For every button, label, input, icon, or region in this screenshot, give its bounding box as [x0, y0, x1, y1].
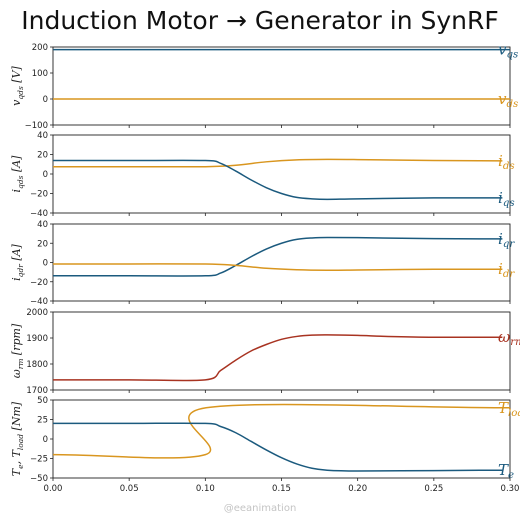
- plot-area: [52, 46, 511, 126]
- series-line-t-load: [53, 403, 510, 459]
- y-tick-label: 0: [43, 170, 48, 180]
- series-label-v-qs: vqs: [498, 41, 518, 61]
- y-tick-label: −40: [30, 297, 48, 307]
- x-tick-label: 0.00: [44, 484, 63, 494]
- y-tick-label: 50: [37, 396, 48, 406]
- y-axis-label: Te, Tload [Nm]: [10, 401, 25, 476]
- y-axis-label: vqds [V]: [10, 65, 25, 105]
- y-tick-label: 1900: [26, 334, 48, 344]
- y-tick-label: 1800: [26, 360, 48, 370]
- watermark: @eeanimation: [223, 503, 297, 514]
- series-line-i-qr: [53, 236, 503, 277]
- series-label-t-e: Te: [498, 461, 514, 481]
- y-tick-label: 20: [37, 239, 48, 249]
- x-tick-label: 0.10: [196, 484, 215, 494]
- y-tick-label: 100: [32, 69, 48, 79]
- chart-panel-1: 200 100 0 −100 vqds [V] vqs vds: [10, 41, 518, 131]
- x-tick-label: 0.20: [348, 484, 367, 494]
- series-line-t-e: [53, 422, 503, 472]
- y-axis-label: iqdr [A]: [10, 243, 25, 280]
- series-line-i-dr: [53, 263, 503, 271]
- y-tick-label: 200: [32, 43, 48, 53]
- y-tick-label: −20: [30, 190, 48, 200]
- y-tick-label: 2000: [26, 308, 48, 318]
- series-line--rm: [53, 334, 503, 382]
- y-tick-label: −100: [25, 121, 48, 131]
- x-tick-label: 0.05: [120, 484, 139, 494]
- x-tick-label: 0.25: [424, 484, 443, 494]
- y-tick-label: −20: [30, 278, 48, 288]
- y-tick-label: 25: [37, 416, 48, 426]
- y-tick-label: −40: [30, 209, 48, 219]
- series-label--rm: ωrm: [498, 328, 520, 348]
- series-label-i-dr: idr: [498, 260, 515, 280]
- y-tick-label: 40: [37, 220, 48, 230]
- plot-area: [52, 399, 511, 479]
- plot-area: [52, 134, 511, 214]
- x-tick-label: 0.15: [272, 484, 291, 494]
- series-line-i-qs: [53, 159, 503, 201]
- y-tick-label: 1700: [26, 386, 48, 396]
- series-label-i-qs: iqs: [498, 189, 515, 209]
- y-tick-label: −25: [30, 455, 48, 465]
- chart-panel-2: 40 20 0 −20 −40 iqds [A] ids iqs: [10, 131, 515, 219]
- y-axis-label: iqds [A]: [10, 155, 25, 193]
- series-label-i-qr: iqr: [498, 230, 515, 250]
- page-title: Induction Motor → Generator in SynRF: [21, 6, 499, 35]
- y-tick-label: 0: [43, 435, 48, 445]
- plot-area: [52, 223, 511, 302]
- plot-area: [52, 311, 511, 391]
- series-label-v-ds: vds: [498, 90, 518, 110]
- y-tick-label: −50: [30, 474, 48, 484]
- series-label-i-ds: ids: [498, 152, 515, 172]
- y-tick-label: 40: [37, 131, 48, 141]
- y-tick-label: 0: [43, 259, 48, 269]
- chart-panel-5: 50 25 0 −25 −500.00 0.05 0.10 0.15 0.20 0.25 0.30 T…: [10, 396, 520, 494]
- x-tick-label: 0.30: [501, 484, 520, 494]
- chart-panel-3: 40 20 0 −20 −40 iqdr [A] iqr idr: [10, 220, 515, 307]
- series-label-t-load: Tload: [498, 399, 520, 419]
- y-axis-label: ωrm [rpm]: [10, 323, 25, 378]
- y-tick-label: 0: [43, 95, 48, 105]
- series-line-i-ds: [53, 158, 503, 168]
- y-tick-label: 20: [37, 151, 48, 161]
